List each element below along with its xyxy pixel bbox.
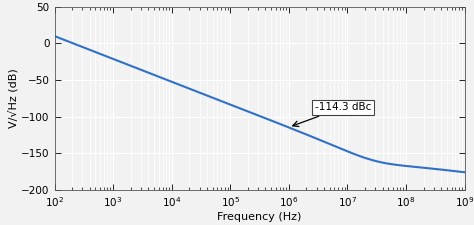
Text: -114.3 dBc: -114.3 dBc	[293, 102, 371, 126]
X-axis label: Frequency (Hz): Frequency (Hz)	[217, 212, 302, 222]
Y-axis label: V/√Hz (dB): V/√Hz (dB)	[8, 69, 18, 128]
